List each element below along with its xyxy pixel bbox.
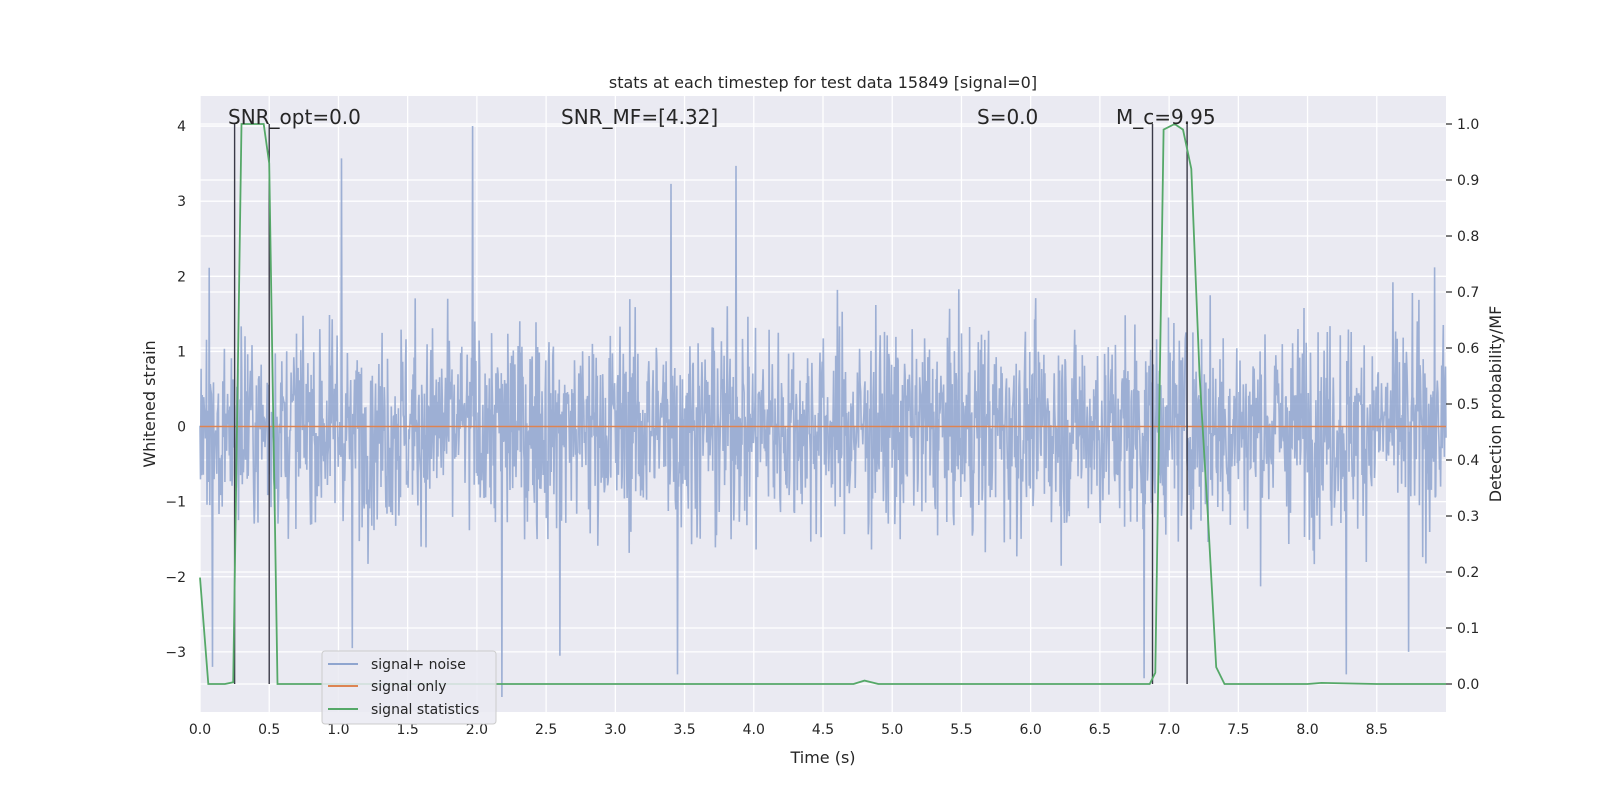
- y2-tick-label: 0.0: [1457, 677, 1479, 693]
- y2-tick-label: 0.7: [1457, 285, 1479, 301]
- x-tick-label: 6.5: [1089, 722, 1111, 738]
- chart-title: stats at each timestep for test data 158…: [609, 73, 1037, 92]
- x-tick-label: 7.0: [1158, 722, 1180, 738]
- y-axis-label: Whitened strain: [140, 340, 159, 467]
- legend: signal+ noise signal only signal statist…: [321, 650, 497, 725]
- x-tick-label: 5.0: [881, 722, 903, 738]
- y-tick-label: 3: [177, 194, 186, 210]
- x-tick-label: 1.5: [397, 722, 419, 738]
- x-tick-label: 4.5: [812, 722, 834, 738]
- y2-tick-label: 0.9: [1457, 173, 1479, 189]
- x-tick-label: 0.0: [189, 722, 211, 738]
- y-tick-label: −2: [165, 570, 186, 586]
- annotation-s: S=0.0: [977, 105, 1038, 129]
- annotation-snr-opt: SNR_opt=0.0: [228, 105, 361, 129]
- x-tick-label: 8.5: [1366, 722, 1388, 738]
- y2-tick-label: 0.6: [1457, 341, 1479, 357]
- legend-box: [321, 650, 497, 725]
- x-tick-label: 8.0: [1296, 722, 1318, 738]
- series-line-signal-statistics: [199, 122, 1446, 685]
- y-axis-ticks: −3 −2 −1 0 1 2 3 4: [165, 119, 186, 661]
- y-tick-label: 4: [177, 119, 186, 135]
- x-tick-label: 6.0: [1020, 722, 1042, 738]
- y2-tick-label: 0.2: [1457, 565, 1479, 581]
- x-axis-ticks: 0.0 0.5 1.0 1.5 2.0 2.5 3.0 3.5 4.0 4.5 5.0 5.5 6.0 6…: [189, 722, 1388, 738]
- y2-axis-ticks: 0.0 0.1 0.2 0.3 0.4 0.5 0.6 0.7 0.8 0.9 1.0: [1446, 117, 1479, 693]
- x-tick-label: 5.5: [950, 722, 972, 738]
- annotation-snr-mf: SNR_MF=[4.32]: [561, 105, 718, 129]
- x-tick-label: 0.5: [258, 722, 280, 738]
- y2-axis-label: Detection probability/MF: [1486, 306, 1505, 503]
- signal-statistics-series: [199, 122, 1446, 685]
- y2-tick-label: 0.4: [1457, 453, 1479, 469]
- x-axis-label: Time (s): [789, 748, 855, 767]
- y2-tick-label: 0.8: [1457, 229, 1479, 245]
- annotation-mc: M_c=9.95: [1116, 105, 1216, 129]
- x-tick-label: 2.5: [535, 722, 557, 738]
- y2-tick-label: 0.1: [1457, 621, 1479, 637]
- y2-tick-label: 0.3: [1457, 509, 1479, 525]
- legend-label-signal: signal only: [371, 679, 446, 695]
- y-tick-label: 2: [177, 269, 186, 285]
- y-tick-label: 1: [177, 344, 186, 360]
- y2-tick-label: 1.0: [1457, 117, 1479, 133]
- x-tick-label: 1.0: [327, 722, 349, 738]
- x-tick-label: 3.0: [604, 722, 626, 738]
- y-tick-label: −3: [165, 645, 186, 661]
- series-line-signal-noise: [199, 125, 1447, 698]
- legend-label-stats: signal statistics: [371, 702, 479, 718]
- x-tick-label: 3.5: [673, 722, 695, 738]
- y-tick-label: −1: [165, 495, 186, 511]
- signal-noise-series: [199, 125, 1447, 698]
- x-tick-label: 7.5: [1227, 722, 1249, 738]
- legend-label-noise: signal+ noise: [371, 657, 466, 673]
- x-tick-label: 2.0: [466, 722, 488, 738]
- y-tick-label: 0: [177, 420, 186, 436]
- x-tick-label: 4.0: [743, 722, 765, 738]
- y2-tick-label: 0.5: [1457, 397, 1479, 413]
